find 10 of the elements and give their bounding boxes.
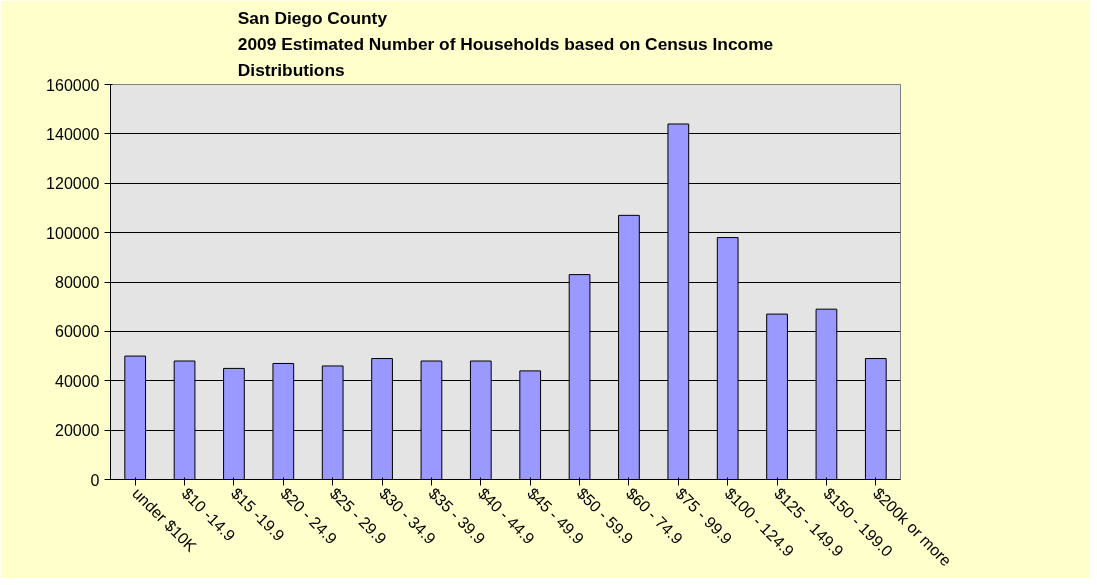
y-tick-label: 80000 (55, 274, 100, 291)
y-tick-label: 60000 (55, 323, 100, 341)
y-tick-label: 100000 (46, 224, 100, 242)
y-tick-label: 120000 (46, 175, 100, 193)
y-tick-label: 20000 (55, 422, 100, 440)
y-tick-label: 40000 (55, 372, 100, 390)
chart-title: San Diego County 2009 Estimated Number of Households based on Census Income Distributions (237, 7, 774, 80)
y-tick-label: 140000 (46, 125, 100, 143)
y-tick-label: 0 (90, 471, 100, 489)
y-tick-label: 160000 (46, 76, 100, 94)
